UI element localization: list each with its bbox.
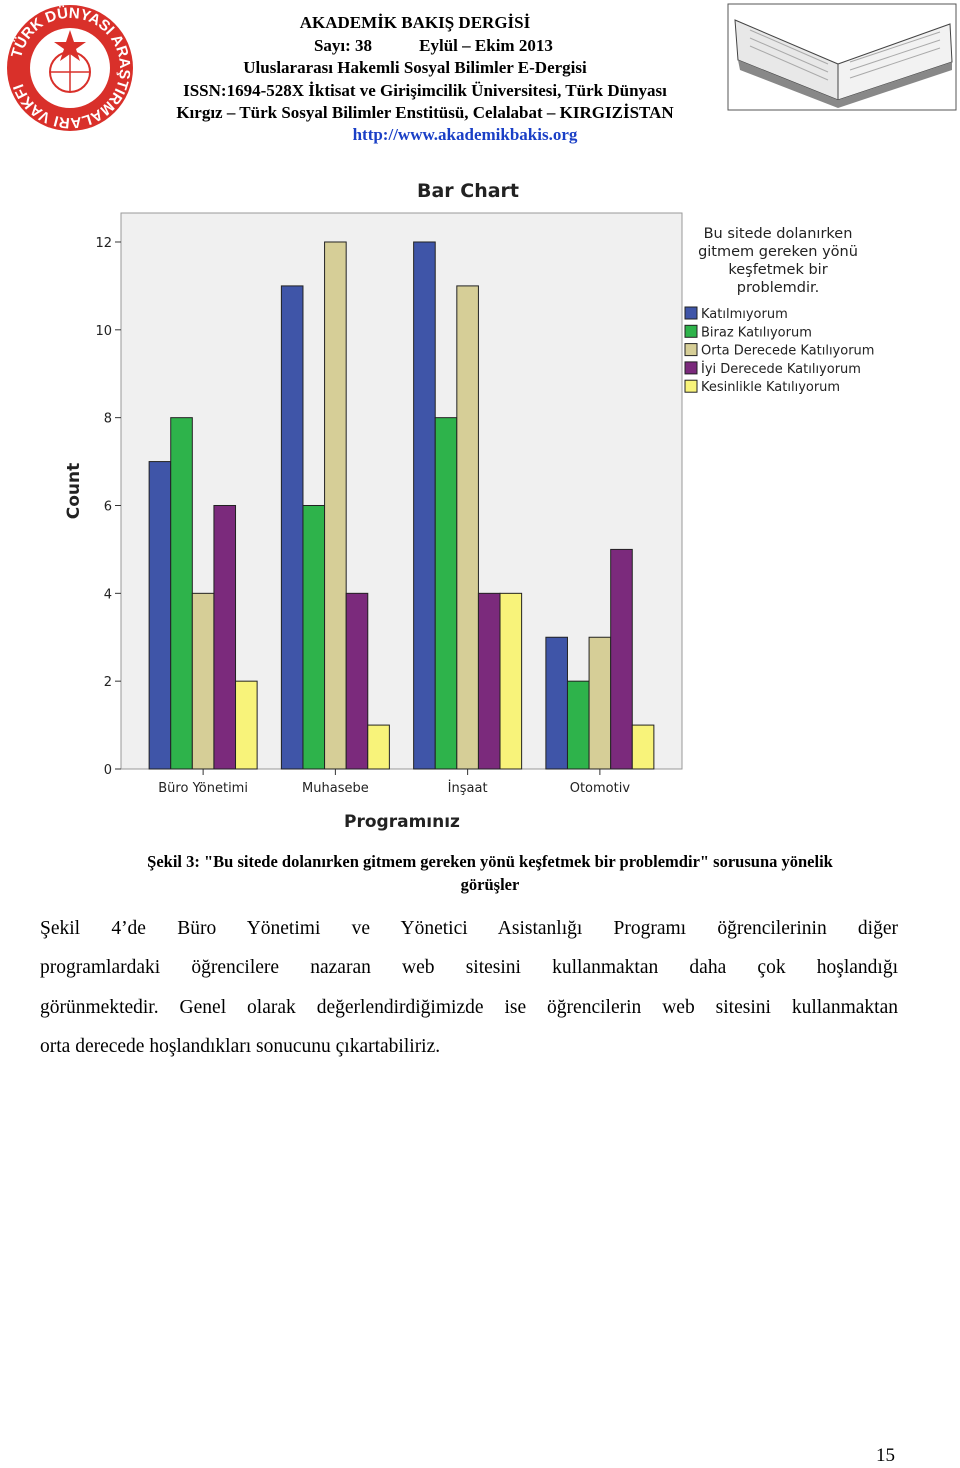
x-axis-label: Programınız — [344, 812, 460, 832]
legend-title: keşfetmek bir — [728, 262, 827, 278]
legend-swatch — [684, 343, 698, 357]
issue-date: Eylül – Ekim 2013 — [419, 36, 553, 55]
institute: Kırgız – Türk Sosyal Bilimler Enstitüsü,… — [176, 103, 674, 122]
bar — [280, 285, 304, 770]
bar — [631, 724, 655, 770]
bar — [235, 680, 258, 770]
legend-label: İyi Derecede Katılıyorum — [701, 361, 861, 377]
plot: 0 2 4 6 8 10 12 Büro Yönetimi Muhasebe İnşaat Otom… — [95, 226, 874, 796]
bar — [566, 680, 590, 770]
y-tick-label: 0 — [104, 763, 112, 778]
y-tick-label: 12 — [95, 236, 112, 251]
x-tick-label: İnşaat — [448, 780, 488, 796]
book-image — [727, 3, 957, 111]
paragraph-line: görünmektedir. Genel olarak değerlendird… — [40, 996, 898, 1018]
legend-label: Orta Derecede Katılıyorum — [701, 344, 874, 359]
legend-label: Kesinlikle Katılıyorum — [701, 380, 840, 395]
bar — [170, 417, 193, 770]
y-tick-label: 6 — [104, 499, 112, 514]
x-tick-label: Büro Yönetimi — [158, 781, 248, 796]
url[interactable]: http://www.akademikbakis.org — [353, 125, 578, 144]
legend-title: Bu sitede dolanırken — [704, 226, 853, 242]
bar — [456, 285, 479, 770]
legend-swatch — [684, 306, 698, 320]
y-tick-label: 8 — [104, 412, 112, 427]
legend-swatch — [684, 324, 698, 338]
bar — [610, 548, 633, 770]
bar — [545, 636, 568, 770]
bar — [324, 241, 347, 770]
header-and-chart: TÜRK DÜNYASI ARAŞTIRMALARI VAKFI AKADEMİ… — [7, 3, 957, 832]
bar — [434, 417, 458, 770]
x-tick-label: Muhasebe — [302, 781, 369, 796]
legend-label: Biraz Katılıyorum — [701, 325, 812, 340]
bar — [302, 504, 326, 770]
y-tick-label: 10 — [95, 324, 112, 339]
paragraph-line: programlardaki öğrencilere nazaran web s… — [40, 957, 898, 979]
caption-line: Şekil 3: "Bu sitede dolanırken gitmem ge… — [147, 852, 833, 871]
legend-swatch — [684, 361, 698, 375]
bar — [477, 592, 501, 770]
paragraph-line: Şekil 4’de Büro Yönetimi ve Yönetici Asi… — [40, 918, 898, 939]
y-axis-label: Count — [64, 463, 84, 520]
issue: Sayı: 38 — [314, 36, 372, 55]
paragraph: Şekil 4’de Büro Yönetimi ve Yönetici Asi… — [40, 909, 898, 1066]
bar — [191, 592, 215, 770]
paragraph-line: orta derecede hoşlandıkları sonucunu çık… — [40, 1035, 441, 1057]
bar — [499, 592, 523, 770]
bar — [345, 592, 369, 770]
bar — [148, 461, 172, 770]
caption-line: görüşler — [460, 875, 520, 894]
y-tick-label: 4 — [104, 587, 112, 602]
caption: Şekil 3: "Bu sitede dolanırken gitmem ge… — [60, 850, 920, 896]
legend-title: gitmem gereken yönü — [698, 244, 858, 260]
logo: TÜRK DÜNYASI ARAŞTIRMALARI VAKFI — [7, 5, 133, 131]
bar — [413, 241, 436, 770]
legend-label: Katılmıyorum — [701, 307, 788, 322]
legend-swatch — [684, 379, 698, 393]
bar — [213, 504, 237, 770]
journal-name: AKADEMİK BAKIŞ DERGİSİ — [300, 13, 531, 32]
page-number: 15 — [876, 1445, 895, 1466]
y-tick-label: 2 — [104, 675, 112, 690]
legend-title: problemdir. — [737, 280, 819, 296]
journal-subtitle: Uluslararası Hakemli Sosyal Bilimler E-D… — [243, 58, 587, 77]
bar — [367, 724, 390, 770]
chart-title: Bar Chart — [417, 180, 519, 202]
x-tick-label: Otomotiv — [570, 781, 631, 796]
bar — [588, 636, 612, 770]
issn: ISSN:1694-528X İktisat ve Girişimcilik Ü… — [183, 81, 667, 100]
